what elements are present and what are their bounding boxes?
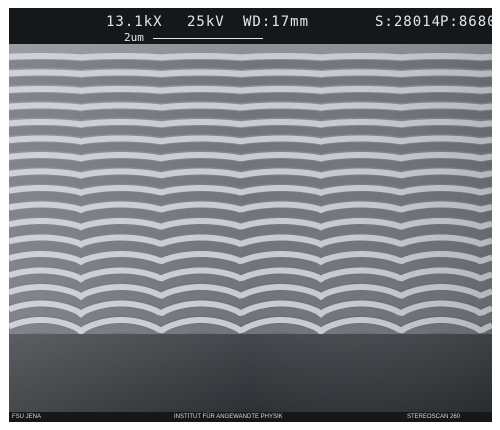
illumination-shading xyxy=(9,44,492,412)
magnification-readout: 13.1kX xyxy=(106,14,163,30)
scale-bar xyxy=(153,38,263,39)
working-distance-readout: WD:17mm xyxy=(243,14,310,30)
footer-center-text: INSTITUT FÜR ANGEWANDTE PHYSIK xyxy=(174,414,283,420)
sem-footer-bar: FSU JENA INSTITUT FÜR ANGEWANDTE PHYSIK … xyxy=(9,412,492,422)
sem-header-bar: 13.1kX 25kV WD:17mm S:28014 P:86809 2um xyxy=(9,8,492,44)
voltage-readout: 25kV xyxy=(187,14,225,30)
p-value-readout: P:86809 xyxy=(440,14,492,30)
sem-image-frame: 13.1kX 25kV WD:17mm S:28014 P:86809 2um xyxy=(9,8,492,422)
s-value-readout: S:28014 xyxy=(375,14,442,30)
scale-bar-label: 2um xyxy=(124,31,144,44)
footer-right-text: STEREOSCAN 260 xyxy=(407,414,461,420)
sem-cross-section-view xyxy=(9,44,492,412)
footer-left-text: FSU JENA xyxy=(12,414,42,420)
